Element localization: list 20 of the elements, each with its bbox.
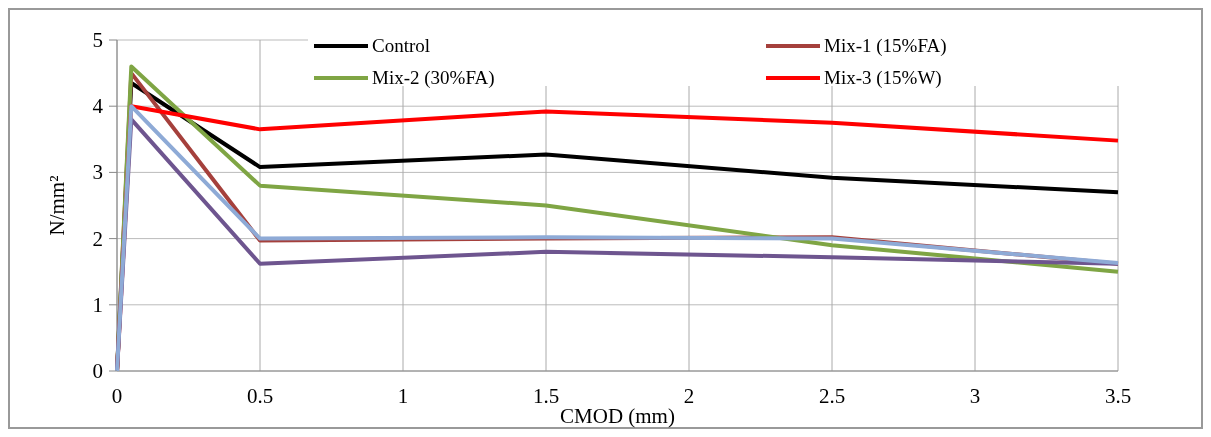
y-tick-label: 3 [92,160,103,185]
y-axis-title: N/mm² [45,175,69,236]
x-tick-label: 1 [397,384,409,408]
y-tick-label: 0 [92,359,103,383]
x-tick-label: 1.5 [532,384,560,408]
x-tick-label: 0.5 [246,384,274,408]
y-tick-label: 1 [92,292,103,317]
x-tick-label: 3 [969,384,981,408]
y-tick-label: 4 [92,94,104,119]
y-tick-label: 5 [92,28,103,52]
x-tick-label: 2 [683,384,695,408]
x-tick-label: 3.5 [1104,384,1132,408]
legend-label: Mix-3 (15%W) [824,67,942,89]
x-tick-label: 2.5 [818,384,846,408]
y-tick-label: 2 [92,226,103,251]
legend-label: Control [372,35,431,56]
x-tick-label: 0 [111,384,123,408]
legend-label: Mix-1 (15%FA) [824,35,947,57]
legend-label: Mix-2 (30%FA) [372,67,495,89]
x-axis-title: CMOD (mm) [560,404,675,428]
